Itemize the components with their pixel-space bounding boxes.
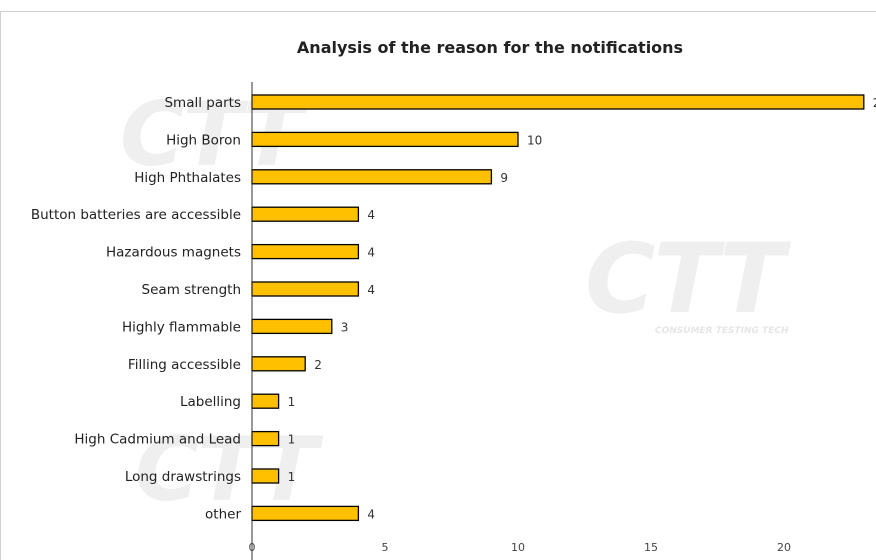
chart-title: Analysis of the reason for the notificat… [296, 38, 684, 57]
bar [251, 505, 360, 522]
data-label: 4 [367, 208, 375, 222]
bar [251, 131, 519, 148]
bar [251, 281, 360, 297]
data-label: 4 [367, 246, 375, 260]
x-tick-label: 10 [511, 541, 525, 554]
x-tick-label: 20 [777, 541, 791, 554]
watermark-subtext: CONSUMER TESTING TECH [655, 326, 789, 336]
category-label: High Cadmium and Lead [74, 432, 241, 448]
data-label: 9 [500, 171, 508, 185]
category-label: Filling accessible [128, 357, 241, 373]
watermark-logo: CTT [135, 418, 324, 521]
bar [251, 94, 865, 110]
frame-border-left [0, 11, 1, 560]
category-label: Seam strength [142, 282, 241, 298]
x-tick-label: 15 [644, 541, 658, 554]
data-label: 4 [367, 283, 375, 297]
x-tick-label: 0 [249, 541, 256, 554]
category-label: Long drawstrings [125, 469, 241, 485]
category-label: Labelling [180, 394, 241, 410]
data-label: 1 [288, 395, 296, 409]
data-label: 3 [341, 320, 349, 334]
data-label: 2 [314, 358, 322, 372]
bar [251, 318, 333, 335]
data-label: 23 [873, 96, 876, 110]
watermark-logo: CTT [585, 223, 791, 335]
axis-group: 0 5 10 15 20 [249, 82, 791, 560]
bar [251, 468, 280, 484]
category-label: Highly flammable [122, 319, 241, 335]
data-label: 4 [367, 507, 375, 521]
data-label: 10 [527, 133, 542, 147]
bar [251, 243, 360, 260]
frame-border-top [0, 11, 876, 12]
bar [251, 430, 280, 447]
category-label: Small parts [164, 95, 241, 111]
x-tick-label: 5 [382, 541, 389, 554]
bar [251, 169, 493, 185]
category-label: Button batteries are accessible [31, 207, 241, 223]
bar [251, 393, 280, 409]
data-label: 1 [288, 470, 296, 484]
category-label: Hazardous magnets [106, 245, 241, 261]
category-label: High Boron [166, 132, 241, 148]
bar [251, 206, 360, 222]
data-label: 1 [288, 433, 296, 447]
category-label: High Phthalates [134, 170, 241, 186]
category-label: other [205, 506, 241, 522]
bar [251, 356, 306, 372]
